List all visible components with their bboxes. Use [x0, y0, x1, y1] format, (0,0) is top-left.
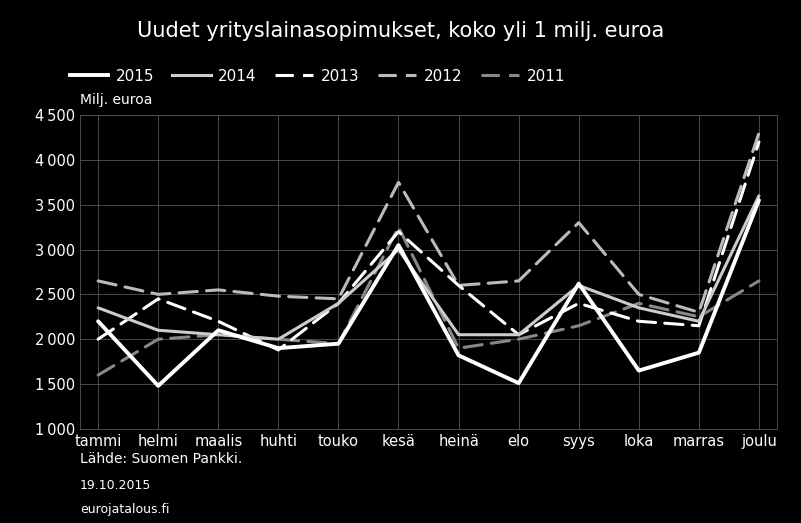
Text: eurojatalous.fi: eurojatalous.fi: [80, 503, 170, 516]
Text: 19.10.2015: 19.10.2015: [80, 479, 151, 492]
Legend: 2015, 2014, 2013, 2012, 2011: 2015, 2014, 2013, 2012, 2011: [64, 63, 571, 90]
Text: Milj. euroa: Milj. euroa: [80, 93, 152, 107]
Text: Uudet yrityslainasopimukset, koko yli 1 milj. euroa: Uudet yrityslainasopimukset, koko yli 1 …: [137, 21, 664, 41]
Text: Lähde: Suomen Pankki.: Lähde: Suomen Pankki.: [80, 452, 243, 466]
